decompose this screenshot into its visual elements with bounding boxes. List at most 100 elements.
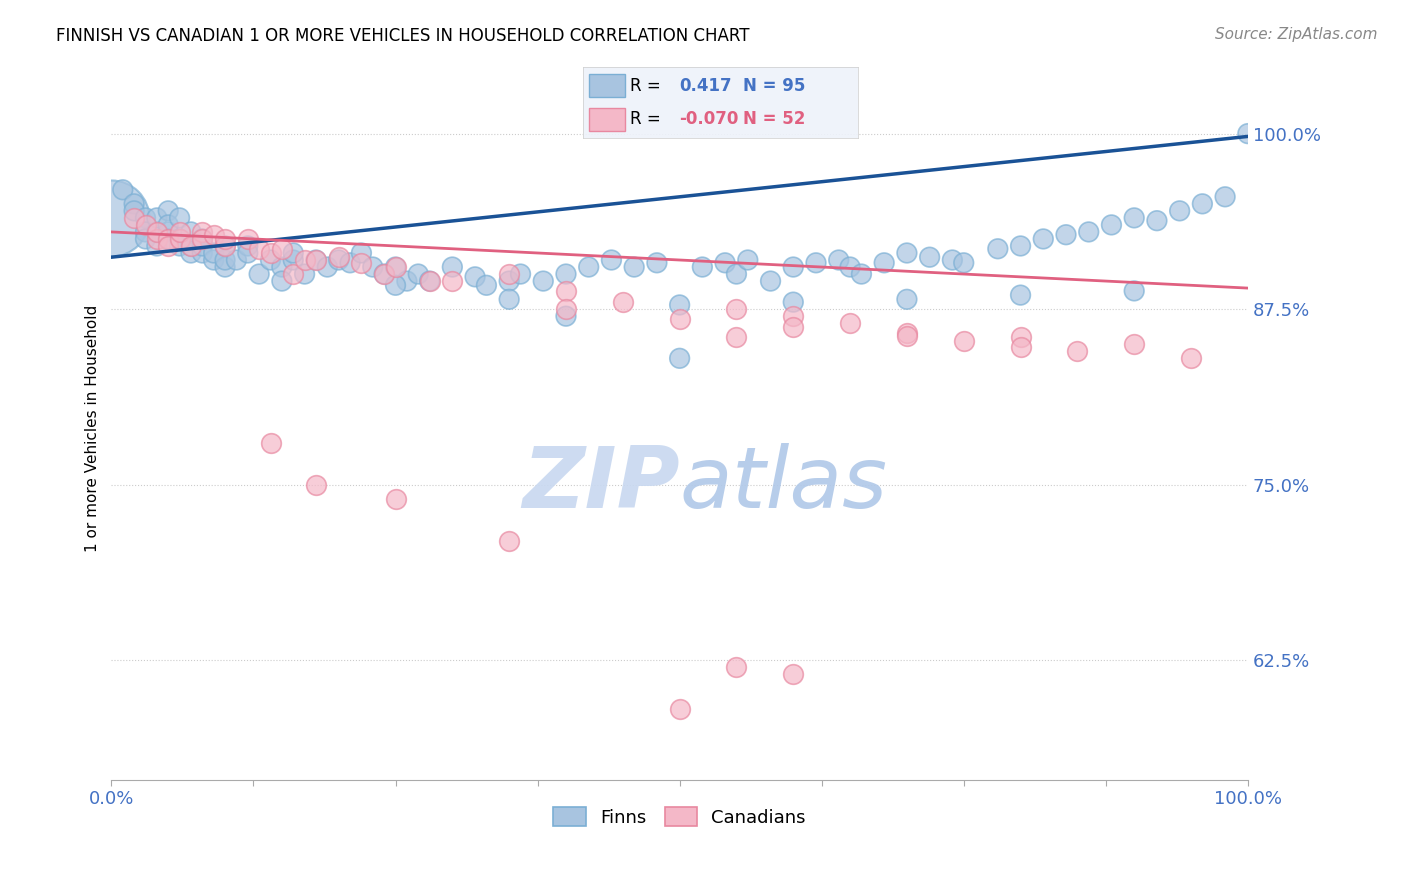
Point bbox=[259, 252, 281, 267]
Point bbox=[645, 256, 668, 270]
Point bbox=[896, 329, 918, 343]
Point bbox=[169, 225, 191, 239]
Point bbox=[361, 260, 384, 274]
Point bbox=[555, 284, 578, 298]
Point bbox=[531, 274, 554, 288]
Point bbox=[668, 312, 690, 326]
Point bbox=[157, 203, 180, 218]
Point bbox=[294, 252, 316, 267]
Point bbox=[406, 267, 429, 281]
Point bbox=[236, 246, 259, 260]
Point bbox=[180, 246, 202, 260]
Point bbox=[395, 274, 418, 288]
Point bbox=[157, 232, 180, 246]
Text: N = 95: N = 95 bbox=[742, 78, 804, 95]
Point bbox=[987, 242, 1010, 256]
Point bbox=[839, 260, 862, 274]
Point bbox=[122, 203, 145, 218]
Point bbox=[896, 246, 918, 260]
Point bbox=[191, 239, 214, 253]
Point bbox=[191, 232, 214, 246]
Bar bbox=[589, 74, 624, 97]
Point bbox=[214, 239, 236, 253]
Point bbox=[782, 667, 804, 681]
Point bbox=[111, 183, 134, 197]
Point bbox=[952, 334, 974, 349]
Point bbox=[498, 267, 520, 281]
Point bbox=[441, 274, 464, 288]
Point bbox=[1054, 227, 1077, 242]
Y-axis label: 1 or more Vehicles in Household: 1 or more Vehicles in Household bbox=[86, 305, 100, 552]
Point bbox=[384, 260, 406, 274]
Point bbox=[725, 267, 748, 281]
Point bbox=[555, 267, 578, 281]
Point bbox=[157, 232, 180, 246]
Point bbox=[122, 197, 145, 211]
Point bbox=[169, 232, 191, 246]
Point bbox=[350, 256, 373, 270]
Point bbox=[225, 252, 247, 267]
Point bbox=[247, 242, 270, 256]
Point bbox=[202, 227, 225, 242]
Point bbox=[100, 211, 122, 225]
Point bbox=[270, 242, 292, 256]
Point bbox=[668, 702, 690, 716]
Point bbox=[169, 239, 191, 253]
Point bbox=[283, 267, 305, 281]
Point bbox=[157, 225, 180, 239]
Point bbox=[725, 330, 748, 344]
Point bbox=[214, 239, 236, 253]
Point bbox=[714, 256, 737, 270]
Point bbox=[952, 256, 974, 270]
Point bbox=[1180, 351, 1202, 366]
Point bbox=[283, 252, 305, 267]
Point bbox=[1123, 337, 1146, 351]
Point bbox=[509, 267, 531, 281]
Point bbox=[873, 256, 896, 270]
Point bbox=[1077, 225, 1099, 239]
Point bbox=[384, 278, 406, 293]
Point bbox=[1010, 288, 1032, 302]
Text: 0.417: 0.417 bbox=[679, 78, 733, 95]
Point bbox=[134, 232, 156, 246]
Point bbox=[623, 260, 645, 274]
Point bbox=[896, 293, 918, 307]
Point bbox=[692, 260, 714, 274]
Point bbox=[782, 260, 804, 274]
Point bbox=[1146, 213, 1168, 227]
Point bbox=[180, 239, 202, 253]
Point bbox=[236, 232, 259, 246]
Point bbox=[350, 246, 373, 260]
Text: R =: R = bbox=[630, 110, 661, 128]
Point bbox=[918, 250, 941, 264]
Point bbox=[668, 351, 690, 366]
Point bbox=[737, 252, 759, 267]
Point bbox=[316, 260, 339, 274]
Point bbox=[851, 267, 873, 281]
Point bbox=[134, 218, 156, 232]
Point bbox=[668, 298, 690, 312]
Text: -0.070: -0.070 bbox=[679, 110, 738, 128]
Point bbox=[157, 239, 180, 253]
Point bbox=[146, 225, 169, 239]
Point bbox=[294, 267, 316, 281]
Point bbox=[236, 239, 259, 253]
Point bbox=[498, 533, 520, 548]
Point bbox=[419, 274, 441, 288]
Point bbox=[122, 211, 145, 225]
Point bbox=[247, 267, 270, 281]
Point bbox=[214, 252, 236, 267]
Point bbox=[146, 232, 169, 246]
Text: Source: ZipAtlas.com: Source: ZipAtlas.com bbox=[1215, 27, 1378, 42]
Text: N = 52: N = 52 bbox=[742, 110, 804, 128]
Point bbox=[475, 278, 498, 293]
Point bbox=[180, 225, 202, 239]
Point bbox=[782, 320, 804, 334]
Point bbox=[214, 232, 236, 246]
Point bbox=[578, 260, 600, 274]
Point bbox=[941, 252, 963, 267]
Point bbox=[600, 252, 623, 267]
Point bbox=[305, 252, 328, 267]
Point bbox=[191, 225, 214, 239]
Point bbox=[1032, 232, 1054, 246]
